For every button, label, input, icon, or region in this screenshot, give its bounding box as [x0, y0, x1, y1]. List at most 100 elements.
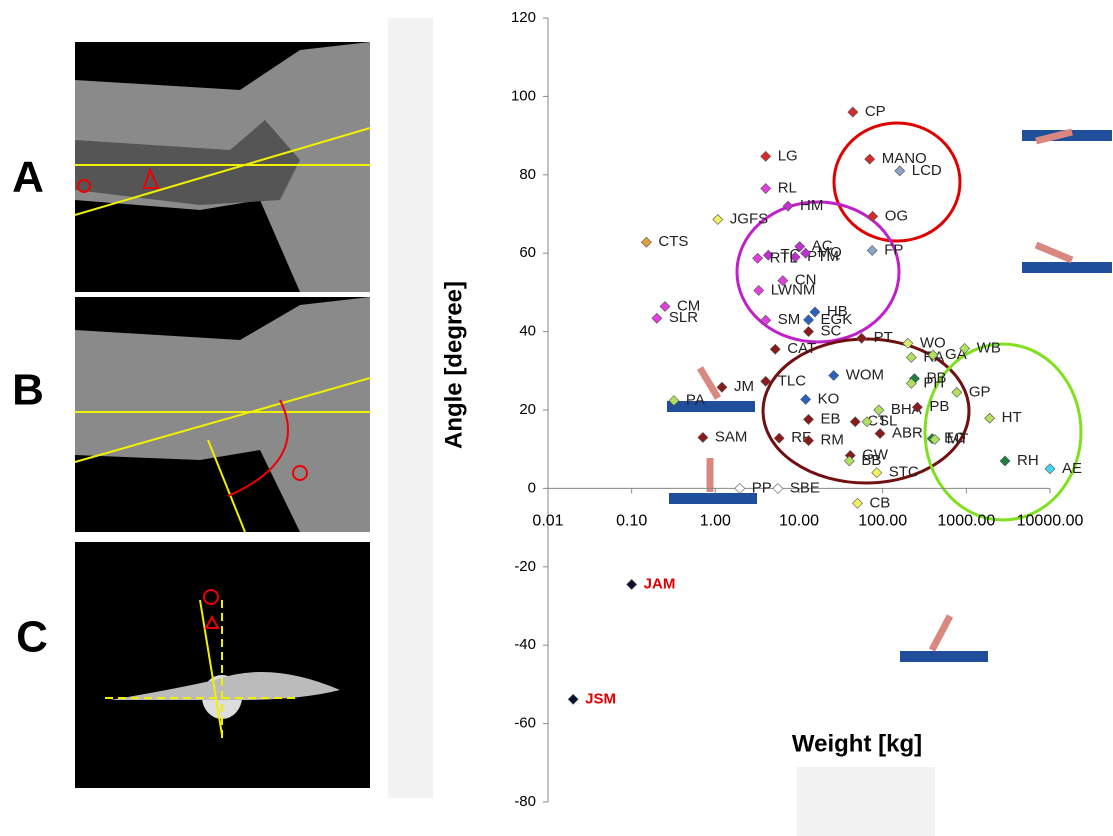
point-label: RTL: [770, 249, 798, 266]
point-label: AE: [1062, 460, 1082, 477]
point: [761, 184, 771, 194]
point: [735, 483, 745, 493]
y-tick-label: -60: [514, 715, 536, 732]
point: [1045, 464, 1055, 474]
point: [906, 352, 916, 362]
point: [773, 483, 783, 493]
point-label: OG: [885, 207, 908, 224]
point-label: CP: [865, 103, 886, 120]
point: [783, 201, 793, 211]
point: [770, 344, 780, 354]
point-label: JAM: [644, 575, 676, 592]
y-tick-label: 0: [528, 479, 536, 496]
y-tick-label: 60: [519, 244, 536, 261]
point-label: LCD: [912, 162, 942, 179]
panel-label: A: [12, 153, 44, 202]
point-label: ABR: [892, 424, 923, 441]
panel-label: C: [16, 613, 48, 662]
point-label: GP: [969, 383, 991, 400]
point-label: TLC: [778, 372, 807, 389]
point-label: STC: [889, 464, 919, 481]
y-tick-label: 20: [519, 401, 536, 418]
point-label: LG: [778, 147, 798, 164]
point: [985, 413, 995, 423]
point: [754, 285, 764, 295]
y-tick-label: 80: [519, 166, 536, 183]
point: [804, 315, 814, 325]
point-label: EB: [821, 410, 841, 427]
point-label: PA: [686, 392, 705, 409]
y-tick-label: 40: [519, 323, 536, 340]
point: [698, 432, 708, 442]
point-label: CTS: [658, 233, 688, 250]
point-label: BB: [861, 452, 881, 469]
x-tick-label: 100.00: [858, 513, 907, 530]
point-label: WB: [977, 339, 1001, 356]
y-tick-label: -40: [514, 636, 536, 653]
point-label: PT: [874, 329, 893, 346]
point: [952, 387, 962, 397]
point-label: WOM: [846, 366, 884, 383]
point: [872, 468, 882, 478]
x-tick-label: 1.00: [700, 513, 731, 530]
point-label: FP: [884, 241, 903, 258]
point-label: JSM: [585, 690, 616, 707]
background-band: [388, 18, 433, 798]
point: [852, 498, 862, 508]
y-axis-title: Angle [degree]: [440, 281, 467, 449]
y-tick-label: 120: [511, 9, 536, 26]
point-label: MQ: [818, 244, 842, 261]
point-label: RL: [778, 179, 797, 196]
point: [568, 694, 578, 704]
point: [804, 327, 814, 337]
plot: -80 -60 -40 -20 0 20 40 60 80 100 120 0.01 0.10 1.00 1…: [511, 9, 1084, 810]
point-label: SC: [821, 323, 842, 340]
panel-b: [75, 297, 370, 532]
y-tick-label: 100: [511, 87, 536, 104]
point-label: PH: [923, 374, 944, 391]
point: [1000, 456, 1010, 466]
point-label: SBE: [790, 479, 820, 496]
panel-a: [75, 42, 370, 292]
panel-label: B: [12, 366, 44, 415]
point: [810, 307, 820, 317]
point: [865, 154, 875, 164]
point-label: SAM: [715, 428, 748, 445]
x-axis-title: Weight [kg]: [792, 730, 922, 757]
point: [857, 333, 867, 343]
point-label: MT: [947, 430, 969, 447]
point-label: HM: [800, 197, 823, 214]
point: [875, 429, 885, 439]
x-tick-label: 10000.00: [1017, 513, 1084, 530]
point: [627, 579, 637, 589]
point: [850, 417, 860, 427]
point: [761, 151, 771, 161]
point: [829, 371, 839, 381]
x-tick-label: 10.00: [779, 513, 819, 530]
point-label: JGFS: [730, 210, 768, 227]
point: [895, 166, 905, 176]
point-label: KO: [818, 390, 840, 407]
point-label: CB: [869, 494, 890, 511]
point-label: LWNM: [771, 281, 816, 298]
point: [717, 382, 727, 392]
point: [774, 433, 784, 443]
point-label: PB: [929, 398, 949, 415]
point: [868, 211, 878, 221]
point-label: PP: [752, 479, 772, 496]
point-label: SLR: [669, 309, 698, 326]
panel-c: [75, 542, 370, 788]
point: [867, 245, 877, 255]
point-label: CAT: [787, 340, 816, 357]
point: [652, 313, 662, 323]
point: [713, 214, 723, 224]
y-tick-label: -80: [514, 793, 536, 810]
point: [848, 107, 858, 117]
point: [804, 414, 814, 424]
x-tick-label: 0.01: [532, 513, 563, 530]
point: [641, 237, 651, 247]
y-tick-label: -20: [514, 558, 536, 575]
point: [801, 394, 811, 404]
x-tick-label: 0.10: [616, 513, 647, 530]
point-label: SM: [778, 311, 801, 328]
